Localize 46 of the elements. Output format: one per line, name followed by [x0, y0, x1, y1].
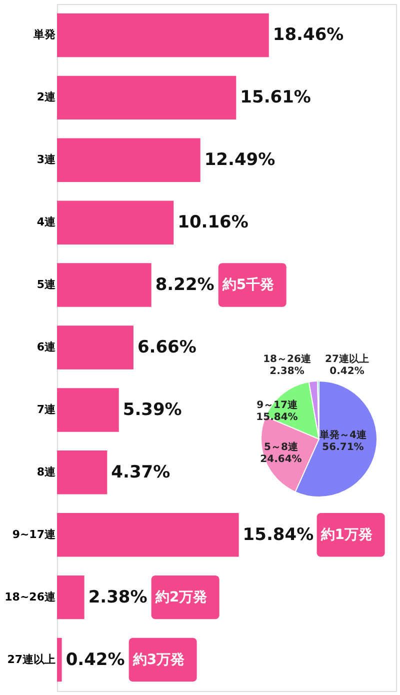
- data-label: 8.22%: [155, 275, 214, 296]
- bar: [57, 326, 134, 370]
- data-label: 6.66%: [137, 338, 196, 358]
- data-label: 2.38%: [88, 587, 148, 608]
- data-label: 4.37%: [111, 462, 170, 482]
- bar: [57, 13, 269, 58]
- data-label: 24.64%: [260, 454, 302, 465]
- y-tick-label: 4連: [36, 216, 56, 229]
- data-label: 5.39%: [122, 400, 182, 420]
- slice-label: 9～17連: [256, 399, 298, 411]
- bar: [57, 575, 84, 620]
- bar: [57, 513, 239, 557]
- data-label: 56.71%: [322, 442, 364, 453]
- y-tick-label: 27連以上: [7, 652, 56, 666]
- y-tick-label: 18~26連: [4, 590, 56, 604]
- slice-label: 単発～4連: [318, 429, 368, 441]
- annotation: 約2万発: [154, 589, 208, 606]
- data-label: 12.49%: [204, 150, 276, 170]
- annotation: 約5千発: [221, 276, 274, 294]
- slice-label: 18～26連: [263, 353, 312, 365]
- y-tick-label: 単発: [32, 28, 56, 42]
- bar: [57, 76, 236, 120]
- y-tick-label: 3連: [36, 153, 56, 166]
- data-label: 15.61%: [240, 88, 311, 108]
- y-tick-label: 7連: [36, 402, 56, 416]
- y-tick-label: 9~17連: [12, 528, 56, 541]
- data-label: 18.46%: [272, 25, 344, 46]
- bar: [57, 388, 119, 432]
- bar: [57, 263, 152, 307]
- text: 約1万発: [320, 526, 373, 543]
- data-label: 0.42%: [330, 366, 364, 377]
- slice-label: 27連以上: [325, 353, 369, 365]
- bar: [57, 450, 108, 494]
- bar: [57, 638, 62, 682]
- annotation: 約3万発: [132, 652, 185, 668]
- data-label: 10.16%: [178, 212, 248, 233]
- bar: [57, 138, 200, 182]
- y-tick-label: 5連: [36, 278, 56, 292]
- y-tick-label: 2連: [36, 90, 56, 104]
- data-label: 15.84%: [242, 524, 314, 545]
- y-tick-label: 8連: [36, 465, 56, 478]
- y-tick-label: 6連: [36, 340, 56, 354]
- bar: [57, 200, 174, 244]
- data-label: 0.42%: [66, 650, 125, 670]
- slice-label: 5～8連: [264, 441, 299, 453]
- data-label: 2.38%: [270, 366, 304, 377]
